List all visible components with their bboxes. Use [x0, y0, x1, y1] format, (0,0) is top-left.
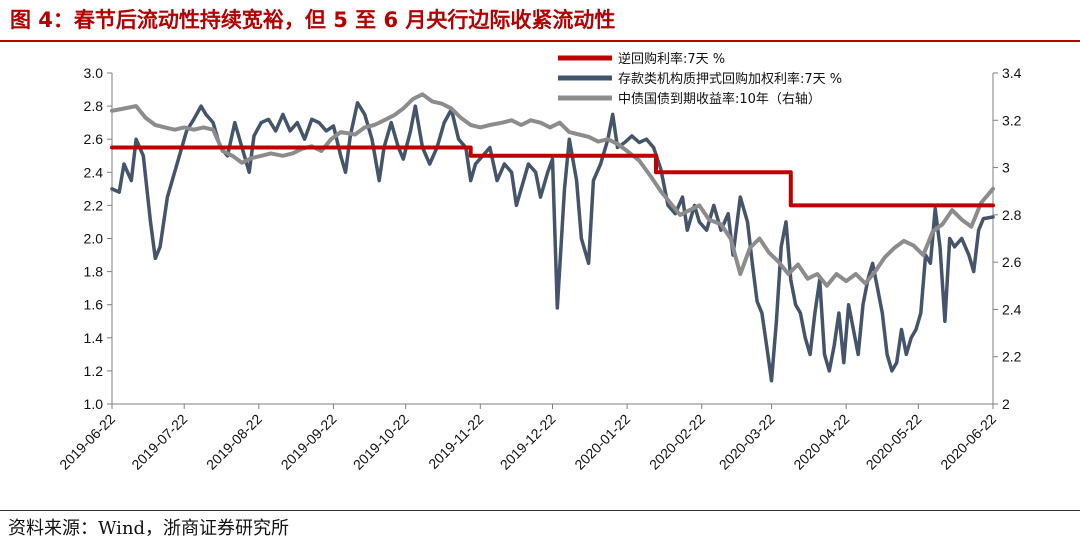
- y-left-tick-label: 3.0: [84, 65, 104, 81]
- source-note: 资料来源：Wind，浙商证券研究所: [8, 518, 290, 539]
- y-left-tick-label: 2.4: [84, 164, 104, 180]
- y-left-tick-label: 1.6: [84, 297, 104, 313]
- y-left-tick-label: 1.0: [84, 396, 104, 412]
- series-lines: [110, 92, 995, 383]
- series-line-1: [110, 101, 995, 383]
- y-left-tick-label: 1.4: [84, 330, 104, 346]
- y-right-tick-label: 2.8: [1002, 207, 1022, 223]
- y-right-tick-label: 2.2: [1002, 349, 1022, 365]
- y-left-tick-label: 2.8: [84, 98, 104, 114]
- figure-title: 图 4：春节后流动性持续宽裕，但 5 至 6 月央行边际收紧流动性: [10, 8, 616, 32]
- x-tick-label: 2020-05-22: [863, 411, 925, 473]
- x-tick-label: 2019-11-22: [425, 411, 486, 472]
- legend-label-0: 逆回购利率:7天 %: [618, 51, 725, 67]
- source-rule: [0, 510, 1080, 511]
- series-line-2: [110, 92, 995, 288]
- y-right-tick-label: 3.4: [1002, 65, 1022, 81]
- x-tick-label: 2020-04-22: [790, 411, 852, 473]
- y-left-tick-label: 1.8: [84, 264, 104, 280]
- y-right-tick-label: 3.2: [1002, 112, 1022, 128]
- x-tick-label: 2019-12-22: [497, 411, 559, 473]
- x-tick-label: 2020-06-22: [937, 411, 999, 473]
- series-line-0: [110, 145, 995, 208]
- title-rule: [0, 40, 1080, 42]
- y-right-tick-label: 2.6: [1002, 254, 1022, 270]
- legend-label-2: 中债国债到期收益率:10年（右轴）: [618, 91, 821, 107]
- x-tick-label: 2019-07-22: [128, 411, 190, 473]
- x-tick-label: 2020-02-22: [646, 411, 708, 473]
- x-tick-label: 2020-01-22: [571, 411, 633, 473]
- y-right-tick-label: 2: [1002, 396, 1010, 412]
- line-chart: 1.0 1.2 1.4 1.6 1.8 2.0 2.2 2.4 2.6 2.8 3.0 2 2.2 2.4…: [56, 51, 1022, 473]
- y-left-tick-label: 2.6: [84, 131, 104, 147]
- x-tick-label: 2019-06-22: [56, 411, 118, 473]
- legend: 逆回购利率:7天 % 存款类机构质押式回购加权利率:7天 % 中债国债到期收益率:1…: [558, 51, 842, 107]
- x-tick-label: 2020-03-22: [716, 411, 778, 473]
- y-left-tick-label: 2.2: [84, 197, 104, 213]
- y-left-tick-label: 1.2: [84, 363, 104, 379]
- y-right-tick-label: 2.4: [1002, 301, 1022, 317]
- x-tick-label: 2019-08-22: [203, 411, 265, 473]
- y-right-tick-label: 3: [1002, 160, 1010, 176]
- x-tick-label: 2019-09-22: [278, 411, 340, 473]
- x-tick-label: 2019-10-22: [350, 411, 412, 473]
- y-left-tick-label: 2.0: [84, 231, 104, 247]
- legend-label-1: 存款类机构质押式回购加权利率:7天 %: [618, 71, 842, 87]
